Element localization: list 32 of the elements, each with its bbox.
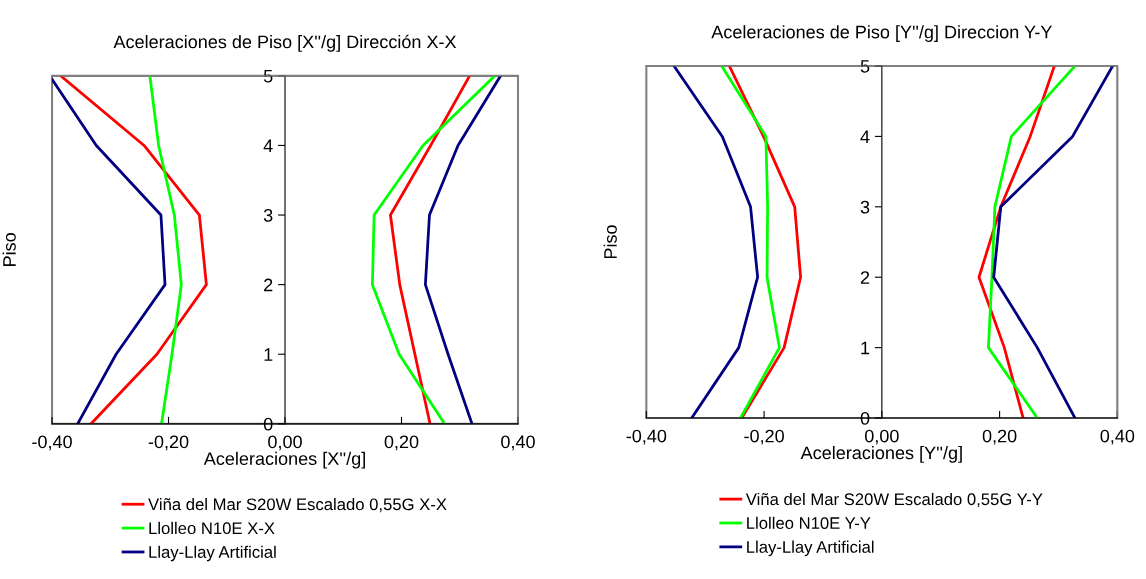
y-tick-label: 3 xyxy=(860,200,870,214)
x-tick-label: 0,20 xyxy=(982,429,1017,445)
y-tick-label: 4 xyxy=(860,130,870,143)
chart-title: Aceleraciones de Piso [X''/g] Dirección X-X xyxy=(113,34,457,52)
legend-label: Viña del Mar S20W Escalado 0,55G Y-Y xyxy=(745,492,1043,508)
x-tick-label: -0,20 xyxy=(744,429,784,445)
legend-label: Llay-Llay Artificial xyxy=(149,545,276,562)
chart-title: Aceleraciones de Piso [Y''/g] Direccion Y-Y xyxy=(711,25,1053,42)
x-tick-label: 0,00 xyxy=(268,435,302,451)
y-tick-label: 1 xyxy=(861,341,870,355)
y-tick-label: 3 xyxy=(263,208,273,222)
x-tick-label: 0,00 xyxy=(864,429,899,445)
y-axis-title: Piso xyxy=(603,225,617,259)
legend-label: Viña del Mar S20W Escalado 0,55G X-X xyxy=(148,497,447,513)
x-axis-title: Aceleraciones [Y''/g] xyxy=(800,445,962,463)
x-tick-label: 0,40 xyxy=(1100,429,1135,445)
x-tick-label: -0,20 xyxy=(148,435,189,451)
y-tick-label: 2 xyxy=(264,278,273,292)
y-tick-label: 5 xyxy=(860,60,870,73)
legend-label: Llolleo N10E Y-Y xyxy=(747,516,871,529)
x-tick-label: -0,40 xyxy=(626,429,667,445)
x-tick-label: 0,20 xyxy=(384,435,419,451)
legend-label: Llolleo N10E X-X xyxy=(149,521,275,535)
x-tick-label: -0,40 xyxy=(32,435,72,451)
y-tick-label: 4 xyxy=(263,139,273,152)
y-axis-title: Piso xyxy=(2,233,16,266)
x-axis-title: Aceleraciones [X''/g] xyxy=(203,451,365,469)
y-tick-label: 2 xyxy=(860,271,870,284)
x-tick-label: 0,40 xyxy=(501,435,535,451)
y-tick-label: 5 xyxy=(263,69,273,83)
y-tick-label: 1 xyxy=(264,348,273,361)
legend-label: Llay-Llay Artificial xyxy=(747,540,874,557)
